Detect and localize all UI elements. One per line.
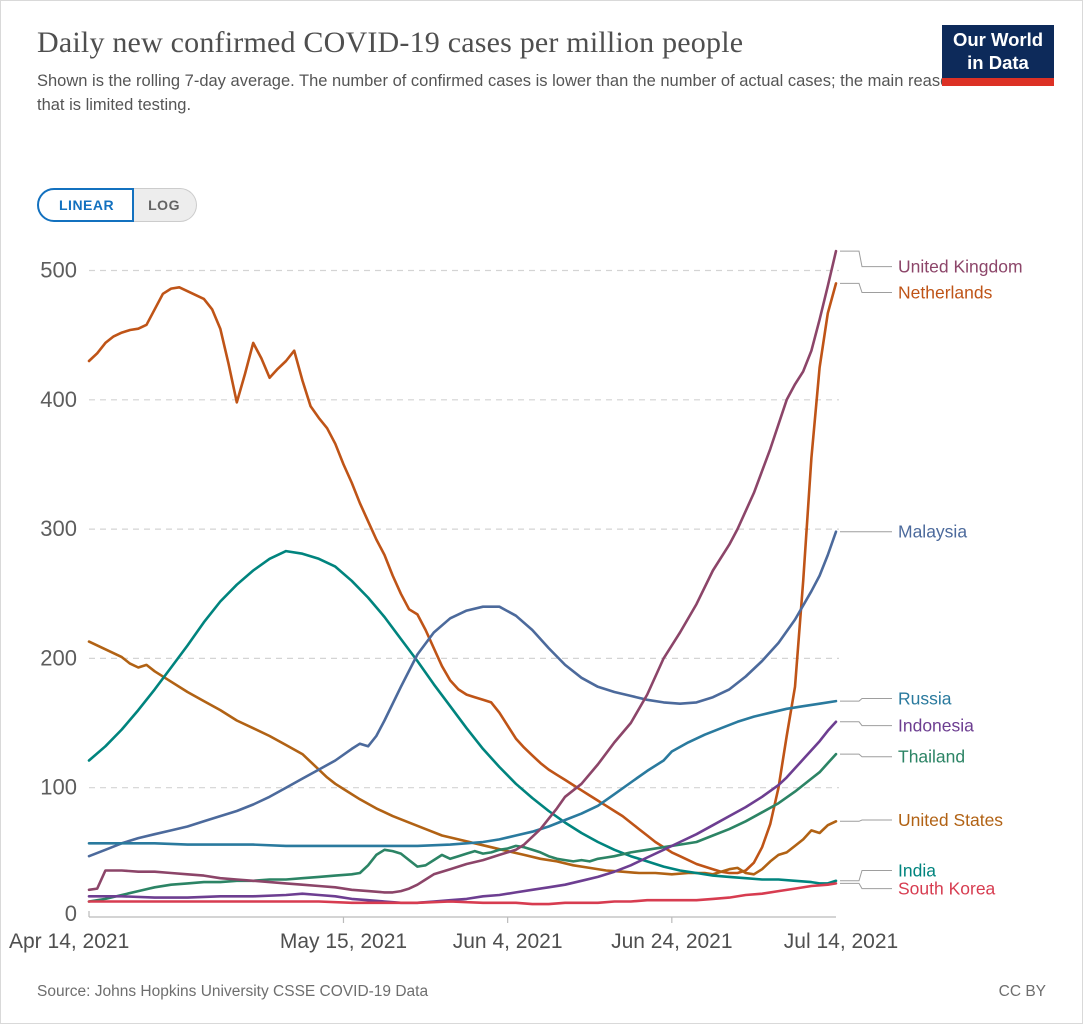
owid-logo-line2: in Data [967,51,1029,73]
x-tick-label-31: May 15, 2021 [280,930,407,953]
series-label-malaysia[interactable]: Malaysia [898,522,967,542]
series-line-netherlands[interactable] [87,282,838,875]
y-tick-label-100: 100 [40,775,77,800]
chart-footer: Source: Johns Hopkins University CSSE CO… [37,983,1046,1001]
legend-leader-netherlands [840,282,892,293]
legend-leader-south-korea [840,882,892,890]
scale-toggle: LINEAR LOG [37,188,197,222]
series-label-united-states[interactable]: United States [898,810,1003,830]
chart-subtitle: Shown is the rolling 7-day average. The … [37,72,983,114]
y-tick-label-200: 200 [40,645,77,670]
y-tick-label-400: 400 [40,387,77,412]
legend-leader-united-kingdom [840,250,892,268]
legend-leader-thailand [840,753,892,758]
y-tick-label-500: 500 [40,258,77,283]
linear-scale-button[interactable]: LINEAR [37,188,135,222]
y-tick-label-0: 0 [65,901,77,926]
x-tick-label-71: Jun 24, 2021 [611,930,732,953]
owid-logo-line1: Our World [952,29,1044,51]
owid-logo[interactable]: Our World in Data [942,25,1054,86]
page-title: Daily new confirmed COVID-19 cases per m… [37,26,744,59]
series-label-united-kingdom[interactable]: United Kingdom [898,257,1023,277]
legend-leader-india [840,870,892,882]
legend-leader-united-states [840,819,892,822]
license-badge[interactable]: CC BY [998,983,1046,1000]
x-tick-label-0: Apr 14, 2021 [9,930,129,953]
series-line-indonesia[interactable] [87,720,838,905]
series-line-united-states[interactable] [87,640,838,876]
series-label-thailand[interactable]: Thailand [898,747,965,767]
x-tick-label-51: Jun 4, 2021 [453,930,563,953]
series-line-russia[interactable] [87,699,838,848]
series-label-russia[interactable]: Russia [898,688,952,708]
series-label-netherlands[interactable]: Netherlands [898,282,993,302]
chart-header: Daily new confirmed COVID-19 cases per m… [37,25,982,118]
series-label-india[interactable]: India [898,860,936,880]
series-label-indonesia[interactable]: Indonesia [898,716,974,736]
source-note: Source: Johns Hopkins University CSSE CO… [37,983,429,1000]
legend-leader-russia [840,698,892,702]
series-line-malaysia[interactable] [87,530,838,858]
owid-logo-text: Our World in Data [942,25,1054,78]
series-line-united-kingdom[interactable] [87,249,838,894]
series-line-south-korea[interactable] [87,882,838,906]
log-scale-button[interactable]: LOG [134,188,197,222]
series-label-south-korea[interactable]: South Korea [898,879,996,899]
legend-leader-indonesia [840,721,892,727]
x-tick-label-91: Jul 14, 2021 [784,930,898,953]
y-tick-label-300: 300 [40,516,77,541]
owid-logo-redbar [942,78,1054,86]
series-line-thailand[interactable] [87,752,838,903]
series-line-india[interactable] [87,549,838,885]
